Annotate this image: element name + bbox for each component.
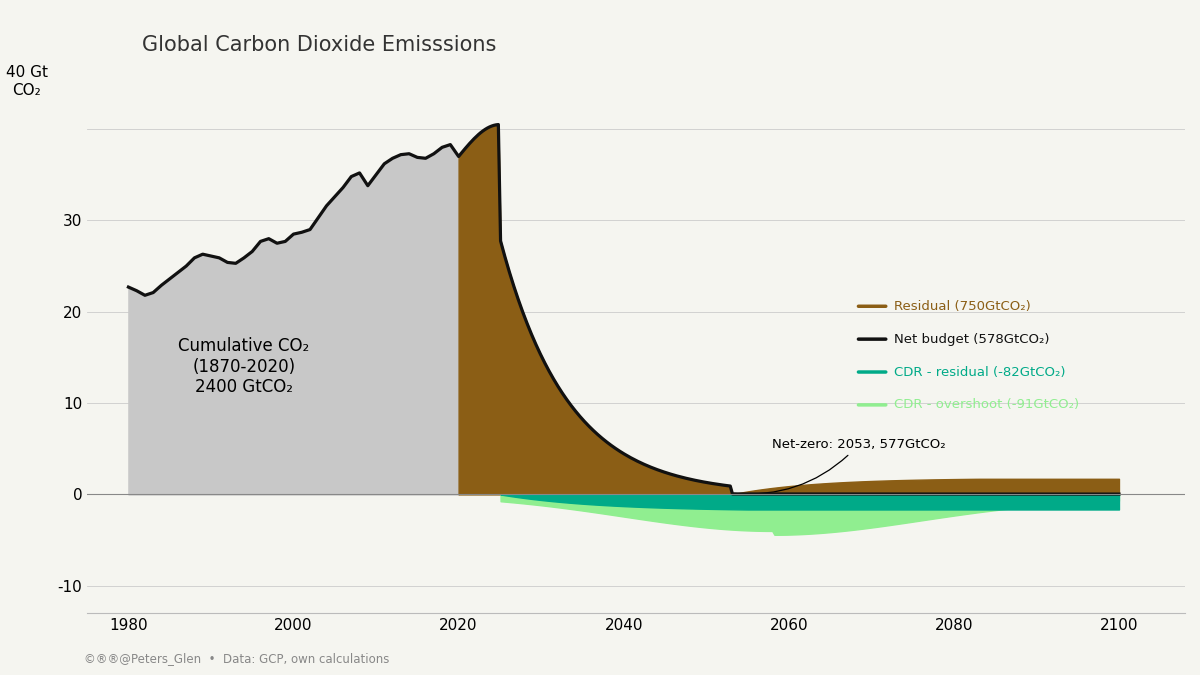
Text: CDR - overshoot (-91GtCO₂): CDR - overshoot (-91GtCO₂): [894, 398, 1079, 411]
Text: ©®®@Peters_Glen  •  Data: GCP, own calculations: ©®®@Peters_Glen • Data: GCP, own calcula…: [84, 652, 389, 665]
Text: Cumulative CO₂
(1870-2020)
2400 GtCO₂: Cumulative CO₂ (1870-2020) 2400 GtCO₂: [179, 337, 310, 396]
Text: Residual (750GtCO₂): Residual (750GtCO₂): [894, 300, 1031, 313]
Text: Net budget (578GtCO₂): Net budget (578GtCO₂): [894, 333, 1050, 346]
Text: Global Carbon Dioxide Emisssions: Global Carbon Dioxide Emisssions: [142, 35, 497, 55]
Text: Net-zero: 2053, 577GtCO₂: Net-zero: 2053, 577GtCO₂: [733, 437, 946, 494]
Text: CDR - residual (-82GtCO₂): CDR - residual (-82GtCO₂): [894, 366, 1066, 379]
Text: 40 Gt
CO₂: 40 Gt CO₂: [6, 65, 48, 98]
